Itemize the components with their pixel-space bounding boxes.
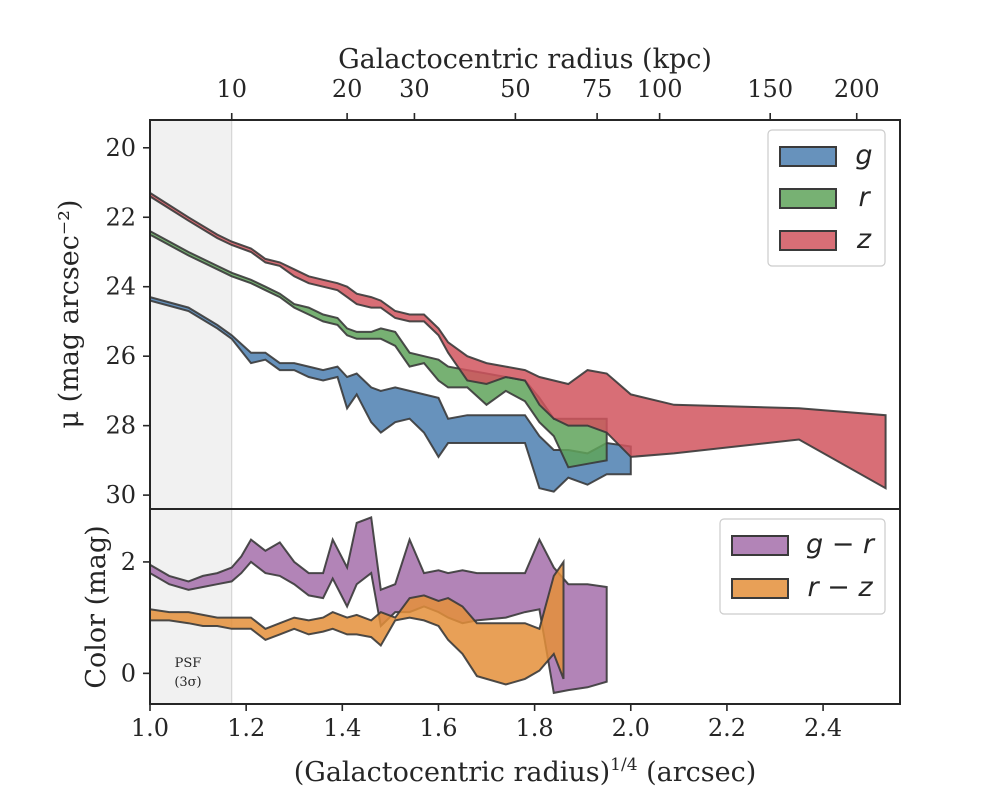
band-z: [149, 191, 887, 490]
x-tick-label: 1.6: [419, 714, 457, 742]
legend-swatch: [779, 188, 837, 209]
color-panel: 02 1.0 1.2 1.4 1.6 1.8 2.0 2.2 2.4 g − rr − z P…: [81, 508, 901, 788]
legend-label: g − r: [806, 529, 876, 560]
top-x-axis-label: Galactocentric radius (kpc): [338, 44, 712, 75]
legend-swatch: [779, 146, 837, 167]
psf-shaded-region-top: [149, 119, 233, 510]
kpc-tick-label: 20: [332, 75, 363, 103]
band-rz: [149, 558, 565, 686]
psf-region-top: [149, 119, 233, 510]
legend-bands: grz: [767, 129, 886, 267]
top-kpc-axis-ticks: 10 20 30 50 75 100 150 200: [216, 75, 880, 120]
kpc-tick-label: 50: [500, 75, 531, 103]
x-tick-label: 1.8: [516, 714, 554, 742]
surface-brightness-bands: [149, 191, 887, 493]
kpc-tick-label: 10: [216, 75, 247, 103]
x-axis-ticks: 1.0 1.2 1.4 1.6 1.8 2.0 2.2 2.4: [131, 704, 842, 742]
legend-label: g: [855, 140, 872, 171]
psf-note-line1: PSF: [175, 656, 202, 671]
surface-brightness-panel: 20 22 24 26 28 30 10 20 30 50 75 100 150 200 grz Gal…: [54, 44, 901, 510]
legend-label: r: [858, 182, 871, 213]
x-tick-label: 2.2: [708, 714, 746, 742]
bottom-panel-frame: [149, 508, 901, 705]
psf-note-line2: (3σ): [174, 675, 201, 690]
y-tick-label: 2: [121, 548, 136, 576]
kpc-tick-label: 150: [747, 75, 793, 103]
legend-swatch: [779, 230, 837, 251]
kpc-tick-label: 200: [834, 75, 880, 103]
x-tick-label: 2.0: [612, 714, 650, 742]
y-tick-label: 0: [121, 659, 136, 687]
x-tick-label: 2.4: [804, 714, 842, 742]
x-tick-label: 1.4: [323, 714, 361, 742]
y-tick-label: 26: [105, 342, 136, 370]
kpc-tick-label: 75: [582, 75, 613, 103]
legend-swatch: [731, 535, 789, 556]
bottom-y-axis-label: Color (mag): [81, 525, 112, 688]
y-tick-label: 30: [105, 481, 136, 509]
y-axis-ticks-top: 20 22 24 26 28 30: [105, 134, 150, 509]
y-tick-label: 24: [105, 273, 136, 301]
band-g: [149, 295, 632, 493]
y-tick-label: 20: [105, 134, 136, 162]
y-tick-label: 22: [105, 203, 136, 231]
psf-shaded-region-bottom: [149, 508, 233, 705]
bottom-x-axis-label: (Galactocentric radius)1/4 (arcsec): [294, 755, 757, 788]
y-tick-label: 28: [105, 412, 136, 440]
legend-swatch: [731, 578, 789, 599]
x-tick-label: 1.2: [227, 714, 265, 742]
top-y-axis-label: μ (mag arcsec⁻²): [54, 200, 85, 429]
band-gr: [149, 516, 608, 695]
psf-region-bottom: [149, 508, 233, 705]
kpc-tick-label: 100: [637, 75, 683, 103]
legend-label: z: [856, 224, 872, 255]
band-r: [149, 229, 608, 469]
kpc-tick-label: 30: [399, 75, 430, 103]
y-axis-ticks-bottom: 02: [121, 548, 150, 687]
legend-colors: g − r r − z: [719, 518, 886, 615]
legend-label: r − z: [807, 572, 873, 603]
color-bands: [149, 516, 608, 695]
x-tick-label: 1.0: [131, 714, 169, 742]
